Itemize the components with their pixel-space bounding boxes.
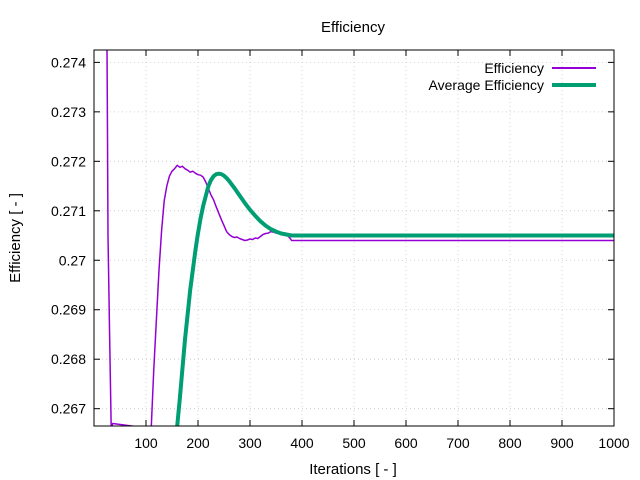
y-tick-label: 0.268: [51, 351, 86, 367]
y-tick-label: 0.273: [51, 104, 86, 120]
x-tick-label: 700: [446, 435, 470, 451]
y-tick-labels: 0.267 0.268 0.269 0.27 0.271 0.272 0.273 0.274: [51, 54, 86, 416]
chart-title: Efficiency: [321, 19, 385, 36]
y-tick-label: 0.272: [51, 153, 86, 169]
x-tick-label: 800: [498, 435, 522, 451]
x-tick-labels: 100 200 300 400 500 600 700 800 900 1000: [134, 435, 629, 451]
x-tick-label: 600: [394, 435, 418, 451]
x-tick-label: 900: [550, 435, 574, 451]
y-tick-label: 0.274: [51, 54, 86, 70]
x-tick-label: 400: [290, 435, 314, 451]
x-tick-label: 300: [238, 435, 262, 451]
legend-label-average-efficiency: Average Efficiency: [429, 77, 544, 93]
y-tick-label: 0.269: [51, 302, 86, 318]
x-tick-label: 200: [186, 435, 210, 451]
series-line-average-efficiency: [175, 171, 614, 426]
x-tick-label: 100: [134, 435, 158, 451]
y-tick-label: 0.271: [51, 203, 86, 219]
legend: Efficiency Average Efficiency: [429, 60, 596, 93]
axis-ticks: [94, 50, 615, 426]
y-tick-label: 0.267: [51, 401, 86, 417]
y-tick-label: 0.27: [59, 252, 86, 268]
series-layer: [106, 50, 614, 426]
x-tick-label: 1000: [598, 435, 629, 451]
legend-label-efficiency: Efficiency: [484, 60, 544, 76]
x-tick-label: 500: [342, 435, 366, 451]
y-axis-label: Efficiency [ - ]: [7, 193, 24, 283]
x-axis-label: Iterations [ - ]: [309, 461, 397, 478]
